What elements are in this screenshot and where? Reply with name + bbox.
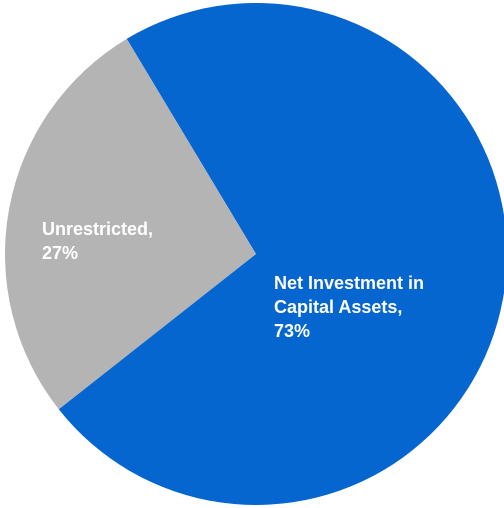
pie-slice-label-unrestricted: Unrestricted, 27%	[42, 219, 153, 263]
pie-slice-label-net-investment-in-capital-assets: Net Investment in Capital Assets, 73%	[274, 273, 424, 341]
pie-slice-net-investment-in-capital-assets	[58, 3, 504, 505]
pie-slice-unrestricted	[4, 38, 257, 410]
